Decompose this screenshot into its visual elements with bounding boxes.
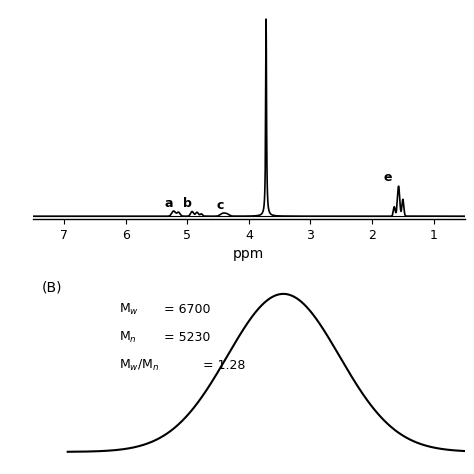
X-axis label: ppm: ppm: [233, 247, 264, 261]
Text: b: b: [183, 197, 191, 210]
Text: c: c: [216, 199, 224, 212]
Text: e: e: [383, 171, 392, 184]
Text: a: a: [164, 197, 173, 210]
Text: = 6700: = 6700: [160, 302, 211, 316]
Text: M$_w$/M$_n$: M$_w$/M$_n$: [119, 358, 160, 374]
Text: (B): (B): [42, 281, 62, 295]
Text: M$_n$: M$_n$: [119, 330, 137, 345]
Text: = 5230: = 5230: [160, 331, 211, 344]
Text: = 1.28: = 1.28: [199, 359, 246, 373]
Text: M$_w$: M$_w$: [119, 301, 139, 317]
